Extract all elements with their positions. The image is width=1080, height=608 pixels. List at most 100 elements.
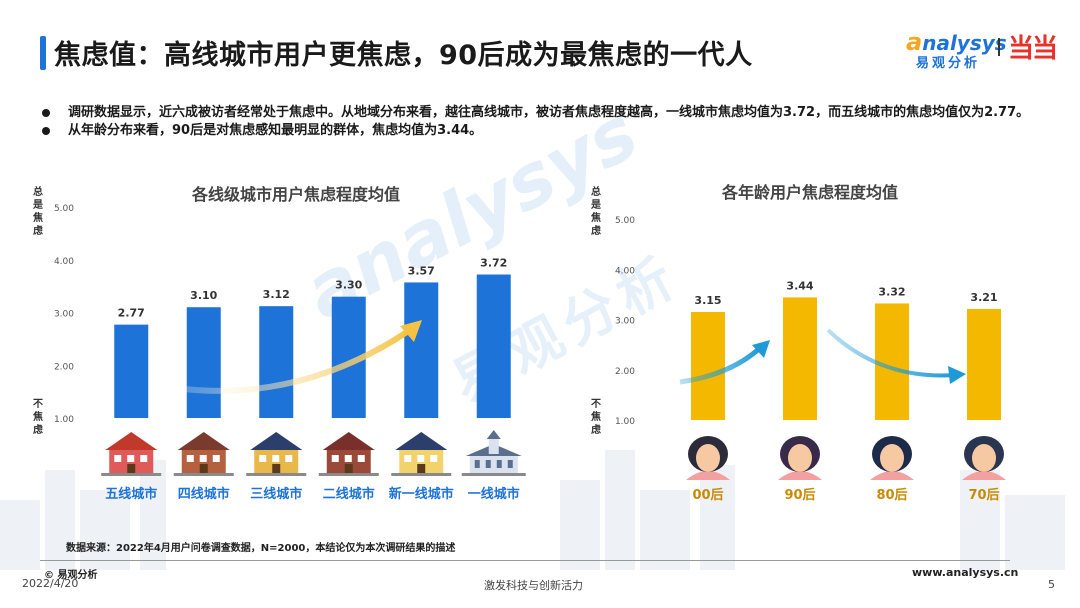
y-axis-top-label: 总是焦虑 bbox=[591, 187, 601, 237]
window bbox=[357, 455, 365, 462]
copyright: © 易观分析 bbox=[44, 570, 98, 581]
category-label: 五线城市 bbox=[105, 486, 157, 502]
y-tick-label: 4.00 bbox=[54, 257, 74, 267]
window bbox=[186, 455, 194, 462]
trend-arrow-line bbox=[174, 327, 412, 394]
category-label: 90后 bbox=[784, 487, 815, 503]
shoulders bbox=[962, 471, 1006, 480]
data-label: 3.32 bbox=[878, 285, 905, 298]
city-skyline-background bbox=[0, 450, 1065, 570]
bullet-item: 从年龄分布来看，90后是对焦虑感知最明显的群体，焦虑均值为3.44。 bbox=[40, 122, 1050, 140]
category-label: 80后 bbox=[876, 487, 907, 503]
door bbox=[417, 464, 426, 474]
category-label: 三线城市 bbox=[250, 486, 302, 502]
bar bbox=[691, 311, 725, 420]
y-tick-label: 3.00 bbox=[54, 310, 74, 320]
roof bbox=[177, 432, 230, 450]
house-icon bbox=[246, 432, 307, 476]
roof bbox=[395, 432, 448, 450]
window bbox=[199, 455, 207, 462]
house-icon bbox=[173, 432, 234, 476]
y-tick-label: 4.00 bbox=[615, 266, 635, 276]
bar bbox=[114, 324, 149, 418]
category-label: 二线城市 bbox=[323, 486, 375, 502]
age-anxiety-chart: 1.00 2.00 3.00 4.00 5.00 3.15 00后 3.44 90后 3.32 80… bbox=[615, 216, 1006, 503]
shoulders bbox=[686, 471, 730, 480]
y-axis-bottom-label: 不焦虑 bbox=[591, 399, 601, 436]
y-tick-label: 2.00 bbox=[54, 362, 74, 372]
bar bbox=[967, 308, 1001, 420]
category-label: 00后 bbox=[692, 487, 723, 503]
trend-arrow-head bbox=[752, 340, 770, 358]
y-axis-bottom-label: 不焦虑 bbox=[33, 399, 43, 436]
trend-arrow-line bbox=[826, 328, 956, 378]
bar bbox=[783, 297, 817, 420]
face bbox=[972, 444, 996, 472]
face bbox=[880, 444, 904, 472]
bar bbox=[404, 282, 439, 418]
category-label: 70后 bbox=[968, 487, 999, 503]
category-label: 四线城市 bbox=[178, 486, 230, 502]
ground bbox=[318, 473, 379, 476]
page-number: 5 bbox=[1048, 578, 1055, 591]
y-tick-label: 5.00 bbox=[615, 216, 635, 226]
church-icon bbox=[461, 430, 526, 476]
trend-arrow-head bbox=[948, 366, 966, 384]
data-label: 2.77 bbox=[118, 307, 145, 320]
window bbox=[344, 455, 352, 462]
bar bbox=[186, 307, 221, 418]
person-icon bbox=[686, 436, 730, 480]
person-icon bbox=[778, 436, 822, 480]
chart-title-city: 各线级城市用户焦虑程度均值 bbox=[192, 185, 401, 204]
person-icon bbox=[870, 436, 914, 480]
face bbox=[696, 444, 720, 472]
face bbox=[788, 444, 812, 472]
house-icon bbox=[101, 432, 162, 476]
page-title: 焦虑值：高线城市用户更焦虑，90后成为最焦虑的一代人 bbox=[54, 40, 753, 71]
roof bbox=[250, 432, 303, 450]
website-link[interactable]: www.analysys.cn bbox=[912, 566, 1019, 579]
trend-arrow-line bbox=[679, 346, 762, 385]
chart-title-age: 各年龄用户焦虑程度均值 bbox=[722, 183, 899, 202]
data-label: 3.10 bbox=[190, 289, 217, 302]
door bbox=[127, 464, 136, 474]
ground bbox=[246, 473, 307, 476]
window bbox=[507, 460, 513, 468]
y-tick-label: 1.00 bbox=[54, 415, 74, 425]
bullet-dot bbox=[42, 127, 50, 135]
logo-letter-a: a bbox=[906, 28, 923, 56]
bullet-text: 调研数据显示，近六成被访者经常处于焦虑中。从地域分布来看，越往高线城市，被访者焦… bbox=[68, 105, 1030, 120]
footer-slogan: 激发科技与创新活力 bbox=[484, 579, 583, 592]
bar bbox=[875, 303, 909, 420]
wall bbox=[469, 454, 518, 474]
category-label: 新一线城市 bbox=[389, 486, 454, 502]
window bbox=[430, 455, 438, 462]
window bbox=[285, 455, 293, 462]
data-label: 3.12 bbox=[263, 288, 290, 301]
window bbox=[485, 460, 491, 468]
logo-wordmark: nalysys bbox=[922, 31, 1007, 55]
window bbox=[259, 455, 267, 462]
data-label: 3.21 bbox=[970, 291, 997, 304]
window bbox=[331, 455, 339, 462]
window bbox=[127, 455, 135, 462]
y-tick-label: 3.00 bbox=[615, 317, 635, 327]
title-accent-bar bbox=[40, 36, 46, 70]
analysys-logo-cn: 易观分析 bbox=[916, 56, 981, 71]
house-icon bbox=[318, 432, 379, 476]
analysys-logo: analysys bbox=[906, 28, 1007, 56]
bullet-item: 调研数据显示，近六成被访者经常处于焦虑中。从地域分布来看，越往高线城市，被访者焦… bbox=[40, 104, 1050, 122]
data-source-note: 数据来源：2022年4月用户问卷调查数据，N=2000，本结论仅为本次调研结果的… bbox=[66, 543, 456, 554]
footer-divider bbox=[40, 560, 1010, 561]
summary-bullets: 调研数据显示，近六成被访者经常处于焦虑中。从地域分布来看，越往高线城市，被访者焦… bbox=[40, 104, 1050, 140]
window bbox=[404, 455, 412, 462]
report-date: 2022/4/20 bbox=[22, 577, 79, 590]
roof bbox=[322, 432, 375, 450]
data-label: 3.44 bbox=[786, 279, 813, 292]
spire bbox=[486, 430, 501, 439]
data-label: 3.15 bbox=[694, 294, 721, 307]
data-label: 3.30 bbox=[335, 279, 362, 292]
dangdang-logo: 当当 bbox=[1008, 34, 1058, 64]
y-tick-label: 2.00 bbox=[615, 367, 635, 377]
data-label: 3.57 bbox=[408, 264, 435, 277]
